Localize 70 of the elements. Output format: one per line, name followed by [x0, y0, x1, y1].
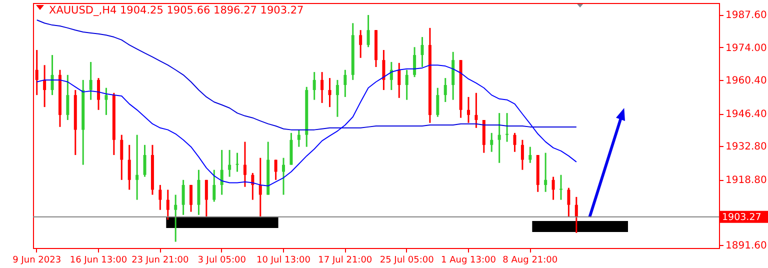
candlestick — [166, 188, 170, 220]
ref-line-label: 1903.27 — [722, 212, 762, 223]
x-tick-label: 9 Jun 2023 — [12, 256, 62, 266]
candlestick — [190, 184, 193, 213]
candlestick — [66, 74, 70, 121]
candlestick — [89, 61, 92, 101]
x-tick-label: 23 Jun 21:00 — [132, 256, 190, 266]
candlestick — [474, 92, 478, 129]
candlestick — [490, 132, 494, 153]
candlestick — [104, 87, 108, 116]
candlestick — [282, 157, 286, 196]
candlestick — [328, 77, 332, 108]
candlestick — [297, 129, 300, 148]
candlestick — [136, 134, 139, 201]
y-tick-label: 1974.00 — [726, 42, 767, 54]
candlestick — [513, 132, 516, 153]
candlestick — [228, 149, 232, 178]
candlestick — [336, 79, 339, 118]
x-tick-label: 10 Jul 13:00 — [256, 256, 311, 266]
x-tick-label: 1 Aug 13:00 — [441, 256, 496, 266]
candlestick — [366, 14, 370, 48]
candlestick — [398, 62, 401, 99]
candlestick — [359, 29, 362, 59]
line-series — [36, 20, 577, 130]
candlestick — [574, 196, 578, 234]
candlestick — [243, 141, 246, 188]
x-tick-label: 8 Aug 21:00 — [502, 256, 558, 266]
candlestick — [382, 49, 386, 91]
x-tick-label: 3 Jul 05:00 — [198, 256, 246, 266]
candlestick — [143, 144, 146, 178]
candlestick — [520, 139, 524, 171]
candlestick — [120, 134, 124, 181]
candlestick — [158, 184, 162, 211]
y-tick-label: 1960.40 — [726, 75, 767, 86]
candlestick — [97, 77, 100, 111]
candlestick — [413, 46, 416, 78]
chart-title: XAUUSD_,H4 1904.25 1905.66 1896.27 1903.27 — [49, 4, 304, 16]
x-tick-label: 17 Jul 21:00 — [318, 256, 372, 266]
candlestick — [544, 152, 548, 193]
candlestick — [258, 157, 262, 218]
candlestick — [320, 71, 324, 104]
candlestick — [182, 179, 185, 216]
candlestick — [220, 149, 224, 196]
candlestick — [274, 159, 278, 181]
candlestick — [236, 152, 239, 173]
candlestick — [50, 54, 54, 96]
candlestick — [312, 71, 316, 101]
candlestick — [528, 146, 532, 164]
y-tick-label: 1987.60 — [726, 10, 767, 22]
candlestick — [498, 112, 501, 164]
candlestick — [420, 36, 424, 68]
y-tick-label: 1946.40 — [726, 109, 767, 120]
x-tick-label: 16 Jun 13:00 — [70, 256, 128, 266]
candlestick — [567, 187, 570, 218]
candlestick — [552, 176, 555, 201]
y-tick-label: 1918.80 — [726, 175, 767, 186]
candlestick — [506, 112, 509, 143]
candlestick — [466, 96, 470, 124]
candlestick — [405, 69, 408, 101]
y-tick-label: 1891.60 — [726, 240, 767, 252]
candlestick — [204, 179, 208, 218]
candlestick — [436, 87, 440, 118]
x-tick-label: 25 Jul 05:00 — [380, 256, 434, 266]
candlestick — [444, 77, 447, 103]
candlestick — [212, 169, 216, 202]
candlestick — [174, 194, 178, 243]
candlestick — [344, 69, 347, 98]
candlestick — [128, 144, 131, 190]
y-tick-label: 1932.80 — [726, 142, 767, 153]
candlestick — [43, 64, 46, 108]
